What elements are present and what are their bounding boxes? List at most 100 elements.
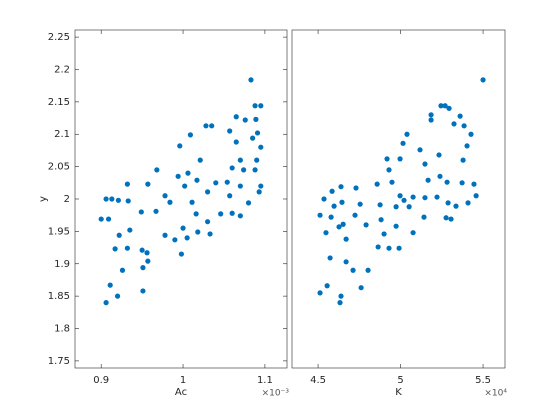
point [317,290,323,296]
point [410,230,416,236]
point [227,128,233,134]
point [353,185,359,191]
x-axis-label: Ac [175,387,187,398]
point [178,251,185,257]
point [245,200,252,206]
y-tick-label: 1.85 [48,291,70,302]
point [337,300,343,306]
point [237,213,243,219]
point [324,283,330,289]
point [443,215,449,221]
point [233,114,239,120]
point [343,236,349,242]
point [114,293,121,299]
point [393,204,399,210]
point [182,183,188,189]
point [386,245,392,251]
point [124,181,130,187]
point [434,194,440,200]
point [227,193,233,199]
point [425,177,431,183]
point [480,77,486,83]
point [400,140,406,146]
point [428,117,434,123]
point [317,212,323,218]
point [258,103,264,109]
point [252,103,258,109]
point [248,77,254,83]
point [229,210,235,216]
point [375,244,381,250]
x-tick-label: 1.1 [257,375,273,386]
point [438,103,444,109]
x-multiplier: ×10⁴ [484,389,507,399]
point [397,193,403,199]
point [357,201,363,207]
point [417,147,423,153]
point [139,247,145,253]
point [140,265,146,271]
point [138,209,144,215]
x-tick-label: 1 [180,375,186,386]
point [237,183,243,189]
point [224,179,230,185]
point [127,227,133,233]
x-multiplier: ×10⁻³ [262,389,290,399]
point [116,232,122,238]
x-tick-label: 5.5 [475,375,491,386]
point [401,197,407,203]
y-tick-label: 2 [64,194,70,205]
point [107,282,113,288]
point [162,193,168,199]
point [338,184,344,190]
point [378,217,384,223]
point [444,179,450,185]
point [233,139,239,145]
y-tick-label: 1.8 [54,324,70,335]
point [125,198,131,204]
point [436,152,442,158]
point [468,131,474,137]
point [194,177,200,183]
point [327,255,333,261]
y-tick-label: 2.15 [48,97,70,108]
y-tick-label: 2.2 [54,64,70,75]
point [410,194,416,200]
point [180,225,186,231]
y-tick-label: 1.9 [54,259,70,270]
y-tick-label: 2.25 [48,32,70,43]
point [404,131,410,137]
point [145,258,151,264]
point [465,200,471,206]
point [363,222,369,228]
point [381,231,387,237]
point [195,229,201,235]
point [124,245,130,251]
x-tick-label: 4.5 [310,375,326,386]
point [377,202,383,208]
point [331,203,337,209]
point [386,167,392,173]
y-tick-label: 1.95 [48,226,70,237]
point [328,214,334,220]
point [172,237,178,243]
point [187,132,194,138]
point [167,199,173,205]
point [253,116,259,122]
point [442,103,448,109]
point [343,259,349,265]
point [140,288,146,294]
y-tick-label: 2.05 [48,162,70,173]
point [457,113,463,119]
point [384,156,390,162]
point [352,212,358,218]
point [205,189,211,195]
point [242,117,248,123]
point [105,216,112,222]
y-tick-label: 1.75 [48,356,70,367]
point [365,267,371,273]
point [154,167,160,173]
point [119,267,126,273]
point [336,224,342,230]
